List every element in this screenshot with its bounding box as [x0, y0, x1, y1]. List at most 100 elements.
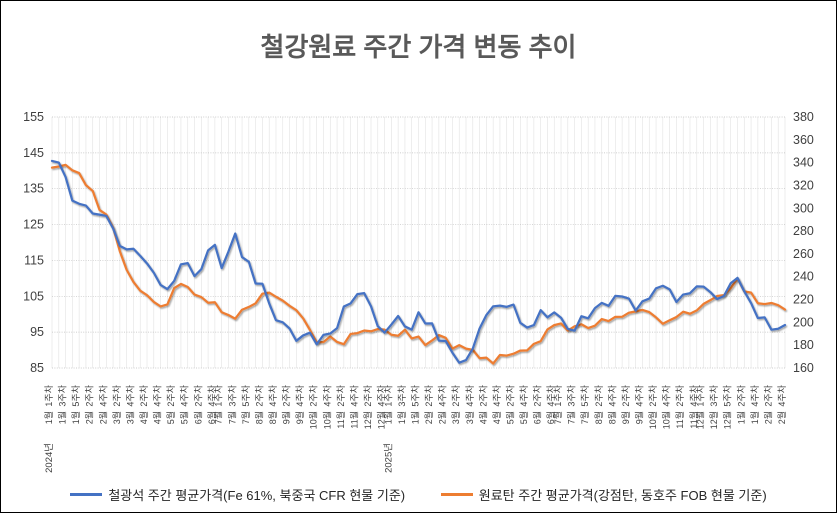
svg-text:7월: 7월: [226, 411, 237, 424]
svg-text:200: 200: [793, 315, 814, 329]
svg-text:6월: 6월: [192, 411, 203, 424]
svg-text:2025년: 2025년: [383, 443, 394, 473]
svg-text:145: 145: [23, 146, 44, 160]
svg-text:8월: 8월: [593, 411, 604, 424]
svg-text:8월: 8월: [606, 411, 617, 424]
svg-text:12월: 12월: [722, 411, 733, 429]
svg-text:7월: 7월: [240, 411, 251, 424]
svg-text:9월: 9월: [633, 411, 644, 424]
svg-text:10월: 10월: [661, 411, 672, 429]
svg-text:300: 300: [793, 201, 814, 215]
svg-text:1월: 1월: [43, 411, 54, 424]
svg-text:4월: 4월: [491, 411, 502, 424]
svg-text:5월: 5월: [518, 411, 529, 424]
svg-text:10월: 10월: [321, 411, 332, 429]
svg-text:5주차: 5주차: [410, 384, 421, 406]
svg-text:3월: 3월: [111, 411, 122, 424]
svg-text:2월: 2월: [84, 411, 95, 424]
svg-text:4주차: 4주차: [606, 384, 617, 406]
svg-text:7월: 7월: [213, 411, 224, 424]
svg-text:2024년: 2024년: [44, 443, 55, 473]
svg-text:4주차: 4주차: [518, 384, 529, 406]
svg-text:7월: 7월: [552, 411, 563, 424]
svg-text:2주차: 2주차: [593, 384, 604, 406]
svg-text:2주차: 2주차: [192, 384, 203, 406]
svg-text:2주차: 2주차: [423, 384, 434, 406]
svg-text:2주차: 2주차: [674, 384, 685, 406]
svg-text:4주차: 4주차: [661, 384, 672, 406]
svg-text:9월: 9월: [620, 411, 631, 424]
svg-text:2주차: 2주차: [505, 384, 516, 406]
svg-text:2주차: 2주차: [253, 384, 264, 406]
svg-text:9월: 9월: [281, 411, 292, 424]
svg-text:260: 260: [793, 247, 814, 261]
svg-text:105: 105: [23, 289, 44, 303]
svg-text:2주차: 2주차: [477, 384, 488, 406]
svg-text:3주차: 3주차: [226, 384, 237, 406]
svg-text:360: 360: [793, 133, 814, 147]
svg-text:3주차: 3주차: [566, 384, 577, 406]
svg-text:4주차: 4주차: [464, 384, 475, 406]
svg-text:2주차: 2주차: [335, 384, 346, 406]
svg-text:12월: 12월: [362, 411, 373, 429]
svg-text:2주차: 2주차: [647, 384, 658, 406]
svg-text:160: 160: [793, 361, 814, 375]
svg-text:1월: 1월: [749, 411, 760, 424]
svg-text:4주차: 4주차: [152, 384, 163, 406]
svg-text:4주차: 4주차: [321, 384, 332, 406]
svg-text:5주차: 5주차: [70, 384, 81, 406]
svg-text:1월: 1월: [410, 411, 421, 424]
svg-text:2주차: 2주차: [84, 384, 95, 406]
svg-text:2주차: 2주차: [735, 384, 746, 406]
svg-text:1월: 1월: [70, 411, 81, 424]
svg-text:5월: 5월: [179, 411, 190, 424]
svg-text:3월: 3월: [450, 411, 461, 424]
svg-text:1주차: 1주차: [213, 384, 224, 406]
svg-text:10월: 10월: [308, 411, 319, 429]
svg-text:4주차: 4주차: [633, 384, 644, 406]
svg-text:4주차: 4주차: [749, 384, 760, 406]
svg-text:2주차: 2주차: [620, 384, 631, 406]
svg-text:4주차: 4주차: [491, 384, 502, 406]
svg-text:3주차: 3주차: [57, 384, 68, 406]
svg-text:1주차: 1주차: [43, 384, 54, 406]
svg-text:9월: 9월: [294, 411, 305, 424]
svg-text:340: 340: [793, 156, 814, 170]
svg-text:7월: 7월: [566, 411, 577, 424]
svg-text:2월: 2월: [437, 411, 448, 424]
svg-text:4월: 4월: [477, 411, 488, 424]
svg-text:11월: 11월: [674, 411, 685, 429]
svg-text:11월: 11월: [335, 411, 346, 429]
svg-text:3주차: 3주차: [396, 384, 407, 406]
svg-text:220: 220: [793, 293, 814, 307]
svg-text:2주차: 2주차: [532, 384, 543, 406]
svg-text:1월: 1월: [735, 411, 746, 424]
svg-text:4주차: 4주차: [97, 384, 108, 406]
svg-text:11월: 11월: [348, 411, 359, 429]
svg-text:1주차: 1주차: [695, 384, 706, 406]
svg-text:2주차: 2주차: [362, 384, 373, 406]
svg-text:1주차: 1주차: [552, 384, 563, 406]
svg-text:2월: 2월: [97, 411, 108, 424]
svg-text:3월: 3월: [124, 411, 135, 424]
svg-text:1월: 1월: [396, 411, 407, 424]
svg-text:3월: 3월: [464, 411, 475, 424]
svg-text:12월: 12월: [708, 411, 719, 429]
svg-text:2주차: 2주차: [165, 384, 176, 406]
svg-text:10월: 10월: [647, 411, 658, 429]
svg-text:155: 155: [23, 110, 44, 124]
svg-text:5월: 5월: [165, 411, 176, 424]
svg-text:8월: 8월: [253, 411, 264, 424]
svg-text:12월: 12월: [695, 411, 706, 429]
svg-text:2주차: 2주차: [450, 384, 461, 406]
svg-text:115: 115: [24, 253, 44, 267]
svg-text:280: 280: [793, 224, 814, 238]
svg-text:4주차: 4주차: [267, 384, 278, 406]
svg-text:4월: 4월: [152, 411, 163, 424]
svg-text:2월: 2월: [762, 411, 773, 424]
svg-text:4주차: 4주차: [294, 384, 305, 406]
svg-text:6월: 6월: [532, 411, 543, 424]
svg-text:2주차: 2주차: [138, 384, 149, 406]
svg-text:2주차: 2주차: [762, 384, 773, 406]
svg-text:380: 380: [793, 110, 814, 124]
